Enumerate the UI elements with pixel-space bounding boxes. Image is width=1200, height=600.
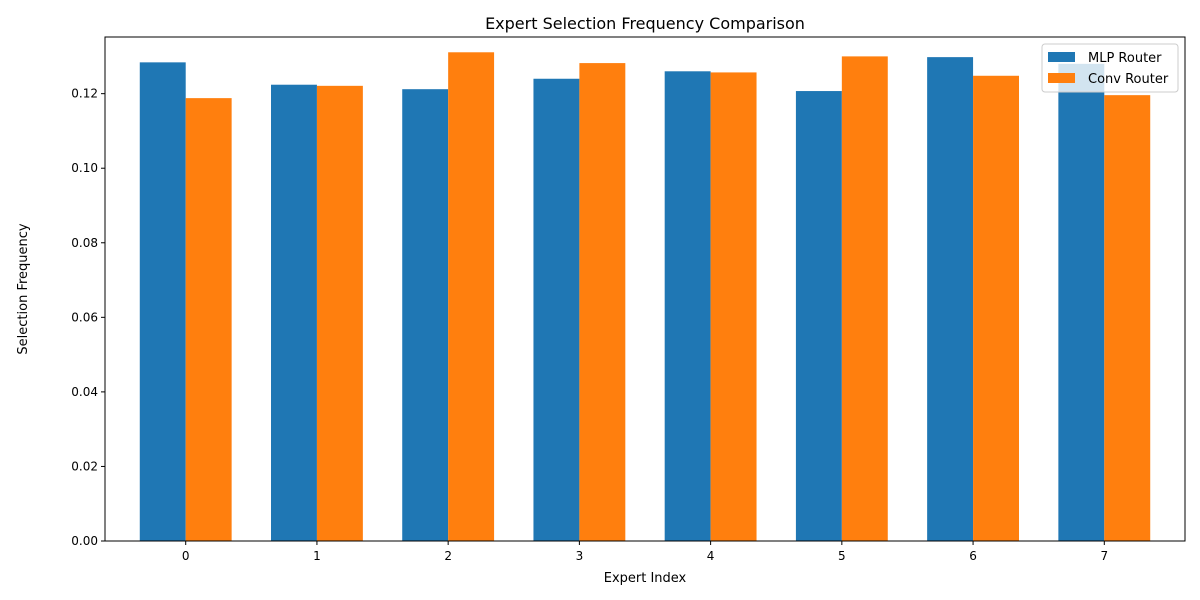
x-tick-label: 2	[444, 549, 452, 563]
bar-mlp-router-2	[402, 89, 449, 542]
x-tick-label: 7	[1100, 549, 1108, 563]
bar-mlp-router-0	[139, 62, 186, 541]
x-tick-label: 5	[838, 549, 846, 563]
x-tick-label: 1	[313, 549, 321, 563]
bar-mlp-router-7	[1058, 63, 1105, 541]
y-tick-label: 0.06	[71, 310, 98, 324]
x-tick-label: 3	[576, 549, 584, 563]
bar-mlp-router-5	[795, 91, 842, 541]
bar-conv-router-6	[973, 75, 1019, 542]
y-axis-label: Selection Frequency	[16, 223, 31, 355]
x-axis-label: Expert Index	[604, 571, 687, 586]
x-tick-label: 4	[707, 549, 715, 563]
legend-swatch-mlp-router	[1048, 52, 1075, 62]
bars-group	[139, 52, 1151, 542]
legend: MLP Router Conv Router	[1041, 43, 1179, 93]
x-axis-ticks: 0 1 2 3 4 5 6 7	[182, 541, 1108, 563]
plot-frame	[104, 36, 1186, 542]
bar-conv-router-3	[579, 63, 626, 542]
y-tick-label: 0.02	[71, 459, 98, 473]
bar-conv-router-0	[185, 98, 232, 541]
bar-conv-router-2	[448, 52, 495, 541]
bar-mlp-router-1	[271, 84, 317, 541]
bar-mlp-router-6	[927, 57, 974, 541]
legend-label-mlp-router: MLP Router	[1088, 51, 1162, 66]
y-tick-label: 0.08	[71, 236, 98, 250]
bar-conv-router-7	[1104, 95, 1151, 542]
bar-conv-router-4	[710, 72, 757, 542]
bar-mlp-router-4	[664, 71, 711, 541]
x-tick-label: 0	[182, 549, 190, 563]
y-tick-label: 0.00	[71, 534, 98, 548]
legend-swatch-conv-router	[1048, 73, 1075, 83]
y-tick-label: 0.04	[71, 385, 98, 399]
bar-mlp-router-3	[533, 78, 580, 542]
y-tick-label: 0.12	[71, 87, 98, 101]
bar-conv-router-1	[316, 85, 363, 541]
y-tick-label: 0.10	[71, 161, 98, 175]
bar-conv-router-5	[841, 56, 888, 542]
y-axis-ticks: 0.00 0.02 0.04 0.06 0.08 0.10 0.12	[71, 87, 105, 548]
legend-box	[1041, 43, 1179, 93]
legend-label-conv-router: Conv Router	[1088, 72, 1169, 87]
chart-title: Expert Selection Frequency Comparison	[485, 14, 805, 33]
x-tick-label: 6	[969, 549, 977, 563]
